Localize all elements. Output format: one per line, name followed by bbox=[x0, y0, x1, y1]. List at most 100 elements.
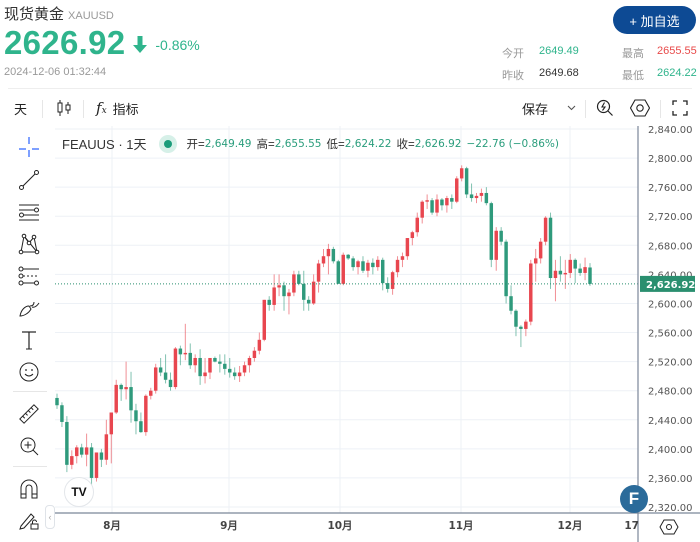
candle bbox=[469, 183, 474, 202]
legend-low-label: 低= bbox=[326, 138, 345, 151]
candle bbox=[504, 239, 508, 304]
candle bbox=[573, 258, 577, 284]
function-icon: fx bbox=[96, 99, 107, 117]
candle bbox=[494, 227, 498, 271]
candle bbox=[351, 256, 355, 271]
y-tick-label: 2,560.00 bbox=[648, 329, 693, 340]
brush-tool[interactable] bbox=[18, 297, 40, 319]
quote-header: 现货黄金 XAUUSD 2626.92 -0.86% 2024-12-06 01… bbox=[0, 0, 700, 88]
y-tick-label: 2,840.00 bbox=[648, 126, 693, 136]
candle bbox=[173, 347, 178, 390]
zoom-in-icon bbox=[20, 437, 39, 456]
price-row: 2626.92 -0.86% bbox=[4, 24, 200, 62]
low-label: 最低 bbox=[622, 70, 644, 82]
candle bbox=[134, 403, 138, 435]
candle bbox=[302, 270, 306, 311]
y-tick-label: 2,680.00 bbox=[648, 241, 693, 252]
candle bbox=[193, 354, 197, 373]
candle bbox=[188, 343, 192, 369]
candle bbox=[533, 248, 538, 282]
axis-settings-icon[interactable] bbox=[659, 519, 679, 535]
candle bbox=[425, 194, 429, 209]
header-divider bbox=[8, 88, 692, 89]
trend-line-icon bbox=[19, 170, 39, 190]
y-tick-label: 2,400.00 bbox=[648, 445, 693, 456]
title-row: 现货黄金 XAUUSD bbox=[4, 3, 114, 24]
settings-button[interactable] bbox=[630, 92, 650, 124]
horizontal-lines-icon bbox=[19, 204, 39, 221]
candle bbox=[282, 281, 286, 311]
candle bbox=[361, 256, 365, 273]
candle bbox=[321, 248, 326, 268]
zoom-in-tool[interactable] bbox=[18, 435, 40, 457]
add-to-watchlist-button[interactable]: + 加自选 bbox=[613, 6, 696, 34]
magnet-tool[interactable] bbox=[18, 478, 40, 500]
text-tool[interactable] bbox=[18, 329, 40, 351]
crosshair-tool[interactable] bbox=[18, 136, 40, 158]
candle bbox=[242, 361, 247, 377]
collapse-toolbar-button[interactable]: ‹ bbox=[45, 505, 55, 529]
fullscreen-button[interactable] bbox=[672, 92, 688, 124]
instrument-symbol: XAUUSD bbox=[68, 10, 114, 22]
y-tick-label: 2,600.00 bbox=[648, 299, 693, 310]
change-percent: -0.86% bbox=[155, 37, 200, 53]
x-tick-label: 11月 bbox=[448, 520, 473, 532]
candle bbox=[356, 259, 360, 275]
pattern-tool[interactable] bbox=[18, 233, 40, 255]
open-label: 今开 bbox=[502, 48, 524, 60]
candlestick-chart[interactable]: 2,840.00 2,800.00 2,760.00 2,720.00 2,680.00… bbox=[55, 125, 700, 542]
chevron-down-icon bbox=[567, 105, 576, 111]
x-tick-label: 12月 bbox=[557, 520, 582, 532]
open-value: 2649.49 bbox=[539, 45, 579, 57]
candle bbox=[311, 274, 316, 305]
candle bbox=[247, 355, 252, 373]
save-button[interactable]: 保存 bbox=[522, 101, 549, 117]
candle bbox=[213, 356, 217, 363]
drawing-toolbar bbox=[4, 126, 54, 542]
interval-button[interactable]: 天 bbox=[14, 101, 28, 117]
ruler-tool[interactable] bbox=[18, 403, 40, 425]
f-badge-icon[interactable]: F bbox=[620, 485, 648, 513]
quick-search-button[interactable] bbox=[596, 92, 614, 124]
settings-icon bbox=[630, 99, 650, 117]
prev-close-value: 2649.68 bbox=[539, 67, 579, 79]
y-tick-label: 2,760.00 bbox=[648, 183, 693, 194]
save-options-button[interactable] bbox=[567, 92, 576, 124]
tradingview-logo[interactable]: TV bbox=[64, 477, 94, 507]
candle bbox=[390, 270, 395, 295]
y-tick-label: 2,520.00 bbox=[648, 358, 693, 369]
candle bbox=[524, 319, 528, 337]
legend-low-value: 2,624.22 bbox=[344, 137, 392, 150]
chart-toolbar: 天 fx 指标 保存 bbox=[0, 92, 700, 124]
trend-line-tool[interactable] bbox=[18, 169, 40, 191]
toolbar-divider bbox=[83, 100, 84, 118]
candlestick-icon bbox=[57, 100, 71, 116]
indicators-button[interactable]: fx 指标 bbox=[96, 92, 139, 124]
candle bbox=[94, 452, 99, 482]
candle bbox=[70, 450, 74, 470]
price-chart[interactable]: 2,840.00 2,800.00 2,760.00 2,720.00 2,680.00… bbox=[55, 125, 700, 542]
candle bbox=[272, 274, 276, 311]
candle bbox=[297, 270, 301, 286]
candle bbox=[450, 194, 454, 209]
high-value: 2655.55 bbox=[657, 45, 697, 57]
emoji-tool[interactable] bbox=[18, 361, 40, 383]
magnet-icon bbox=[20, 479, 38, 499]
fib-tool[interactable] bbox=[18, 265, 40, 287]
horizontal-lines-tool[interactable] bbox=[18, 201, 40, 223]
candle bbox=[144, 394, 148, 436]
candle bbox=[400, 252, 405, 268]
x-tick-label: 10月 bbox=[327, 520, 352, 532]
chart-type-button[interactable] bbox=[56, 92, 72, 124]
candle bbox=[336, 259, 341, 284]
candle bbox=[292, 270, 296, 297]
timestamp: 2024-12-06 01:32:44 bbox=[4, 66, 107, 78]
y-tick-label: 2,360.00 bbox=[648, 474, 693, 485]
lock-drawing-icon bbox=[19, 513, 39, 530]
candle bbox=[484, 187, 489, 206]
candle bbox=[277, 274, 281, 297]
lock-drawings-tool[interactable] bbox=[18, 509, 40, 531]
candle bbox=[583, 257, 587, 281]
candle bbox=[558, 256, 563, 282]
candle bbox=[376, 256, 380, 271]
